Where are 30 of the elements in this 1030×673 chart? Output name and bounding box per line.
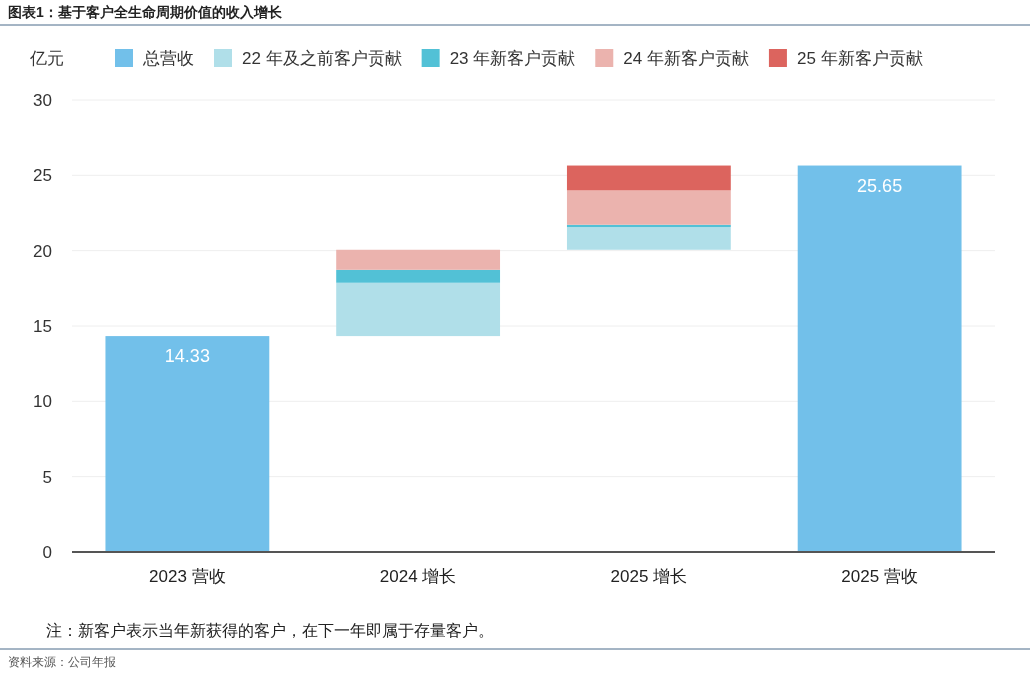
y-tick-label: 30 bbox=[33, 91, 52, 110]
text: 资料来源：公司年报 bbox=[8, 655, 116, 669]
y-tick-label: 5 bbox=[42, 467, 52, 487]
x-tick-label: 2023 营收 bbox=[149, 567, 226, 586]
legend-label: 24 年新客户贡献 bbox=[623, 49, 749, 68]
data-label: 25.65 bbox=[857, 175, 903, 196]
legend-label: 23 年新客户贡献 bbox=[449, 49, 576, 68]
y-tick-label: 0 bbox=[42, 543, 52, 562]
y-tick-label: 10 bbox=[33, 392, 52, 412]
y-tick-label: 25 bbox=[33, 166, 52, 186]
y-tick-label: 20 bbox=[33, 241, 52, 261]
bar bbox=[336, 249, 501, 270]
bar bbox=[566, 227, 731, 250]
bar bbox=[336, 282, 501, 337]
bar bbox=[105, 336, 270, 552]
bar bbox=[336, 269, 501, 283]
text: 注：新客户表示当年新获得的客户，在下一年即属于存量客户。 bbox=[46, 622, 494, 639]
bar bbox=[566, 190, 731, 225]
bar bbox=[797, 165, 962, 552]
x-tick-label: 2024 增长 bbox=[379, 567, 457, 586]
y-tick-label: 15 bbox=[33, 317, 52, 336]
y-axis-title: 亿元 bbox=[29, 49, 64, 68]
legend-label: 总营收 bbox=[142, 49, 194, 68]
legend-label: 22 年及之前客户贡献 bbox=[242, 49, 402, 68]
x-tick-label: 2025 营收 bbox=[841, 567, 918, 586]
x-tick-label: 2025 增长 bbox=[610, 567, 688, 586]
bar bbox=[566, 165, 731, 191]
chart-title: 图表1：基于客户全生命周期价值的收入增长 bbox=[8, 4, 283, 20]
legend-label: 25 年新客户贡献 bbox=[796, 49, 923, 68]
data-label: 14.33 bbox=[164, 346, 210, 367]
